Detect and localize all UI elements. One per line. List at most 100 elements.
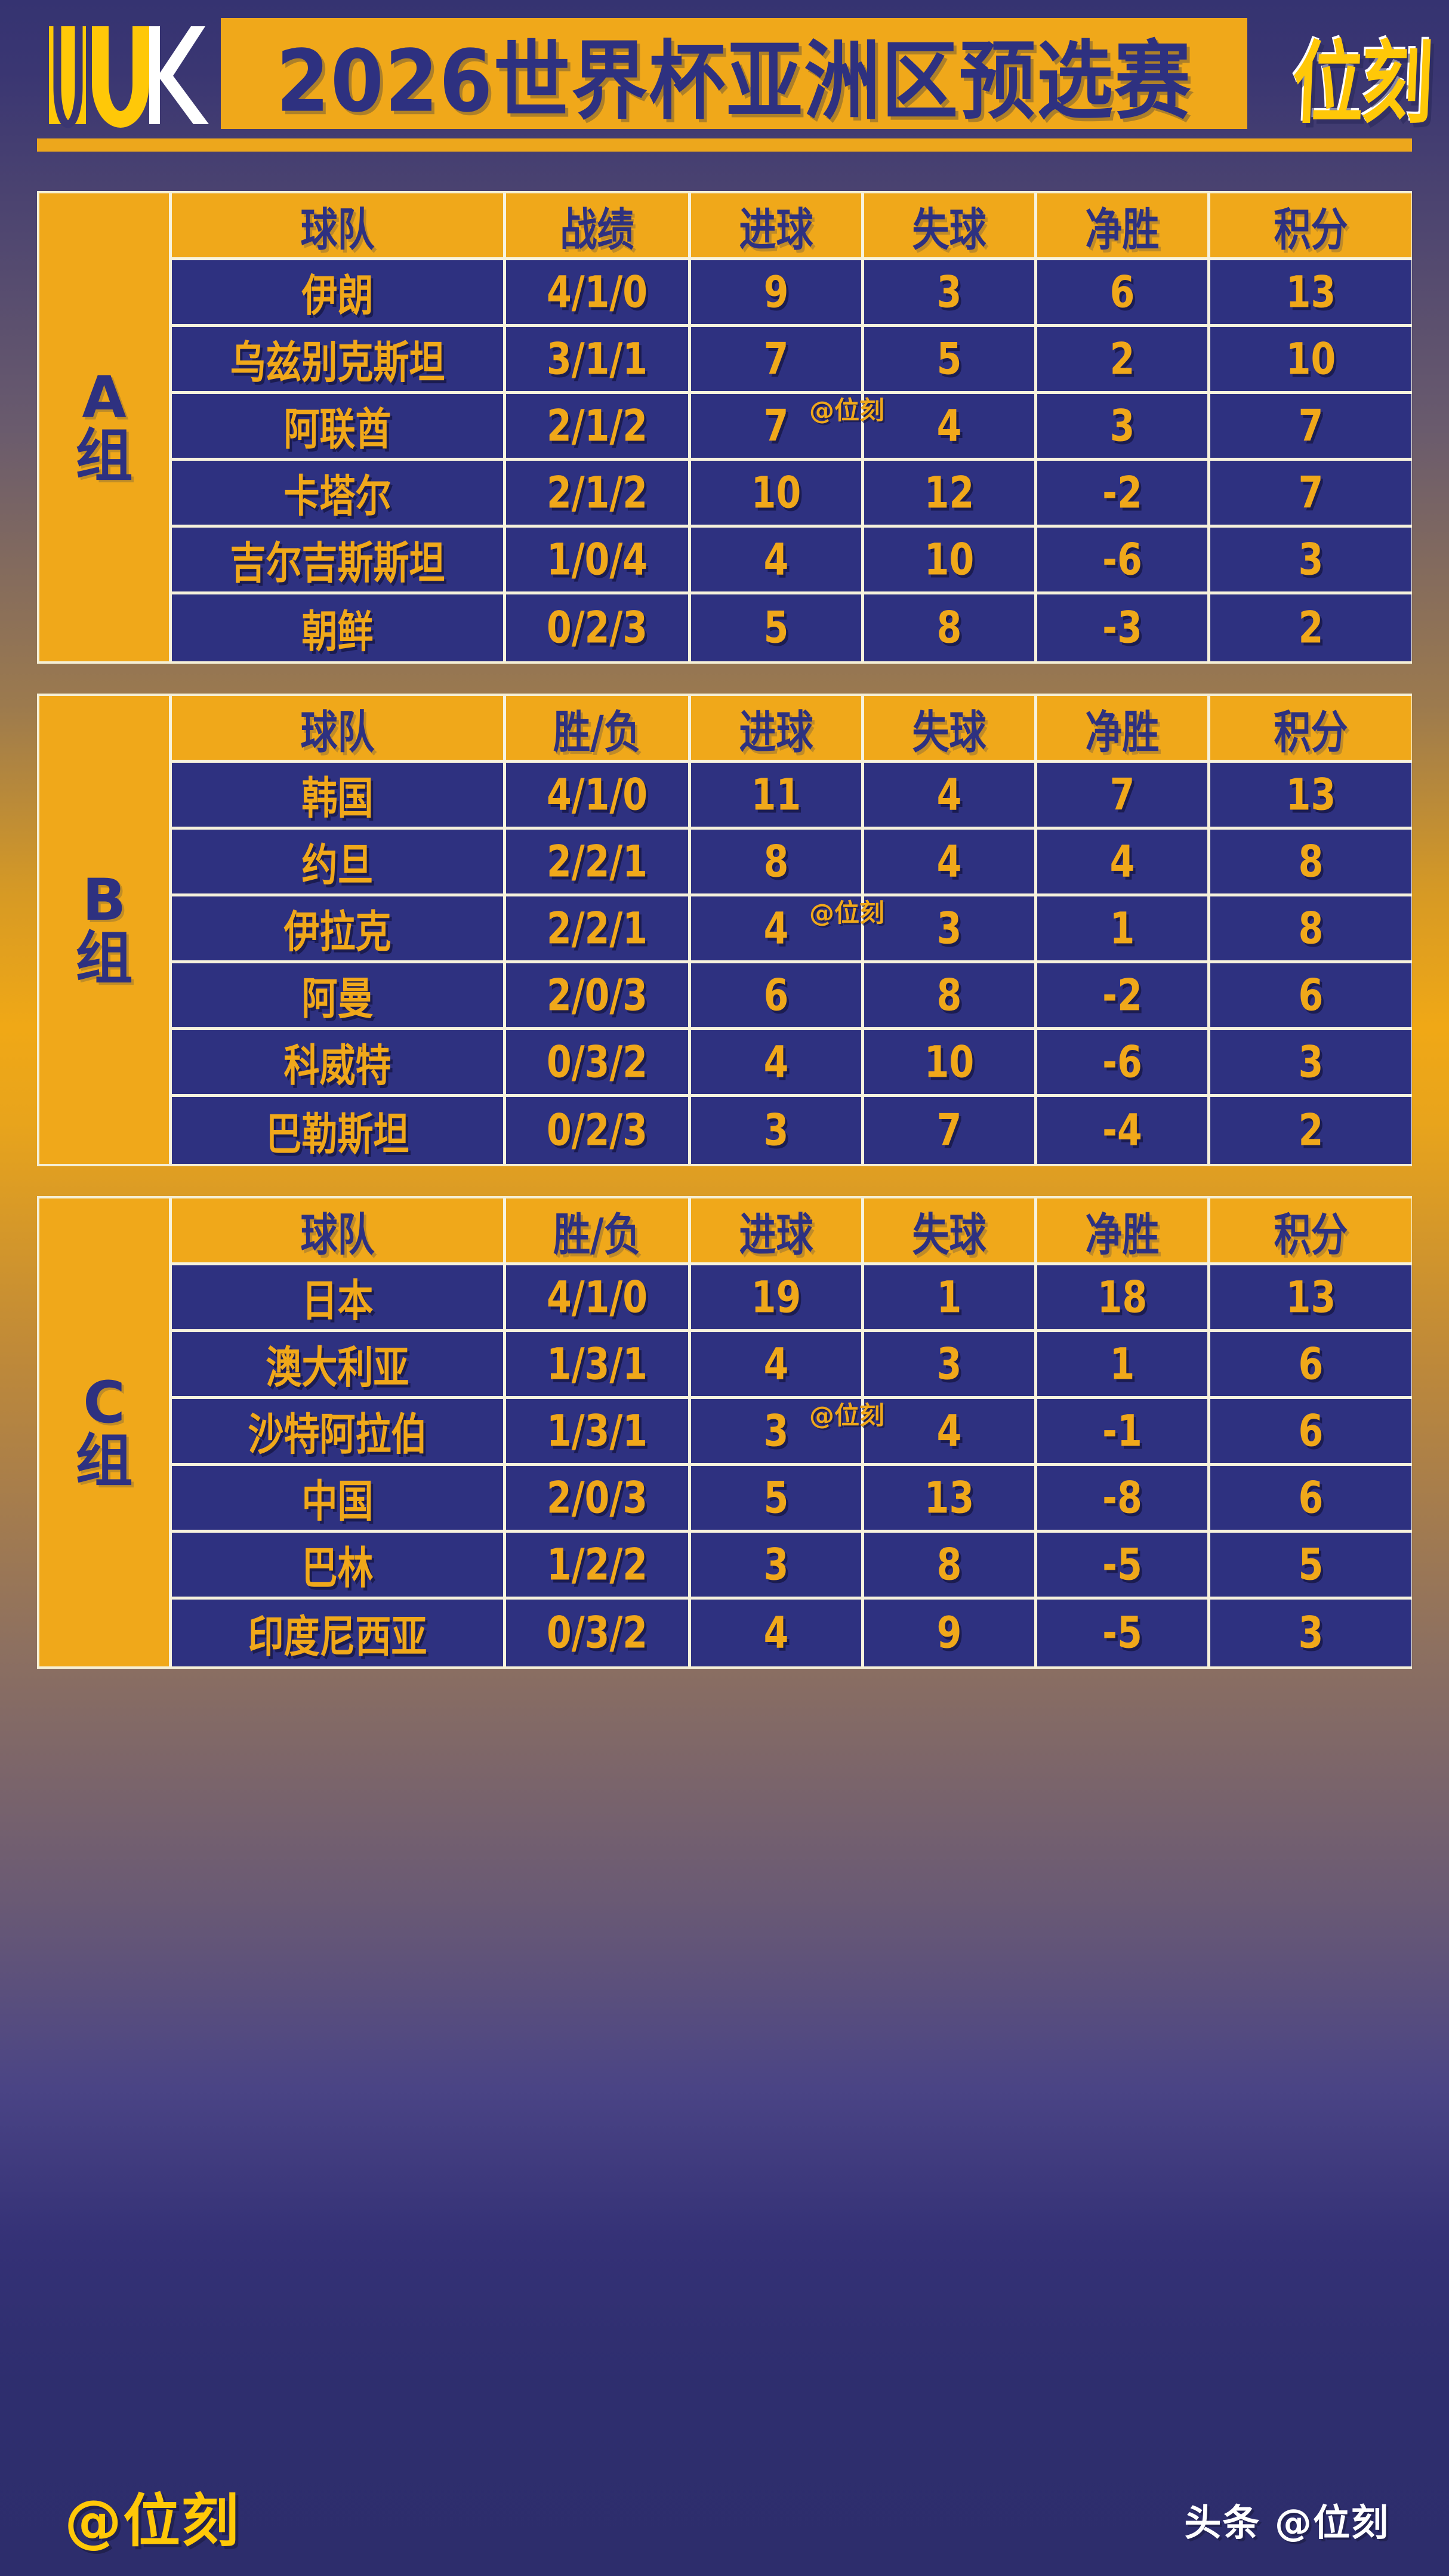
cell-value: 8 (763, 836, 789, 888)
table-row[interactable]: 日本 4/1/0 19 1 18 13 (172, 1265, 1411, 1332)
column-header-pts[interactable]: 积分 (1210, 1198, 1411, 1265)
cell-value: 2/1/2 (546, 467, 648, 519)
column-header-team[interactable]: 球队 (172, 1198, 506, 1265)
cell-team: 沙特阿拉伯 (172, 1399, 506, 1466)
cell-value: 5 (763, 602, 789, 654)
column-header-gf[interactable]: 进球 (691, 193, 864, 260)
group-table-b: B 组球队 胜/负 进球 失球 净胜 积分 韩国 4/1/0 11 4 7 13 约旦 2/2/1 8 4 4 8 伊… (37, 694, 1412, 1166)
cell-team: 约旦 (172, 830, 506, 896)
cell-value: 2/0/3 (546, 1472, 648, 1524)
cell-value: 3/1/1 (546, 333, 648, 385)
column-header-gd[interactable]: 净胜 (1037, 696, 1210, 763)
standings-grid: 球队 胜/负 进球 失球 净胜 积分 韩国 4/1/0 11 4 7 13 约旦 2/2/1 8 4 4 8 伊拉克… (172, 696, 1411, 1164)
table-row[interactable]: 巴勒斯坦 0/2/3 3 7 -4 2 (172, 1097, 1411, 1164)
table-row[interactable]: 中国 2/0/3 5 13 -8 6 (172, 1466, 1411, 1533)
column-header-gd[interactable]: 净胜 (1037, 1198, 1210, 1265)
cell-pts: 7 (1210, 394, 1411, 461)
cell-ga: 10 (864, 528, 1037, 594)
cell-pts: 6 (1210, 1466, 1411, 1533)
column-header-ga[interactable]: 失球 (864, 696, 1037, 763)
cell-team: 伊朗 (172, 260, 506, 327)
group-table-a: A 组 球队 战绩 进球 失球 净胜 积分 伊朗 4/1/0 9 3 6 13 乌兹别克斯坦 3/1/1 7 5 2… (37, 191, 1412, 664)
table-row[interactable]: 朝鲜 0/2/3 5 8 -3 2 (172, 594, 1411, 661)
cell-ga: 4 (864, 1399, 1037, 1466)
cell-gf: 5 (691, 1466, 864, 1533)
cell-team: 澳大利亚 (172, 1332, 506, 1399)
cell-team: 日本 (172, 1265, 506, 1332)
cell-gd: -2 (1037, 963, 1210, 1030)
column-header-gf[interactable]: 进球 (691, 696, 864, 763)
column-header-team[interactable]: 球队 (172, 193, 506, 260)
column-header-pts[interactable]: 积分 (1210, 696, 1411, 763)
cell-record: 0/3/2 (506, 1030, 691, 1097)
table-row[interactable]: 卡塔尔 2/1/2 10 12 -2 7 (172, 461, 1411, 528)
cell-record: 2/1/2 (506, 461, 691, 528)
cell-value: 4 (1109, 836, 1135, 888)
cell-value: 日本 (301, 1275, 374, 1327)
table-row[interactable]: 科威特 0/3/2 4 10 -6 3 (172, 1030, 1411, 1097)
cell-team: 阿联酋 (172, 394, 506, 461)
column-header-team[interactable]: 球队 (172, 696, 506, 763)
cell-ga: 4 (864, 830, 1037, 896)
cell-pts: 6 (1210, 963, 1411, 1030)
cell-value: 6 (1298, 1338, 1324, 1390)
table-row[interactable]: 巴林 1/2/2 3 8 -5 5 (172, 1533, 1411, 1600)
table-row[interactable]: 澳大利亚 1/3/1 4 3 1 6 (172, 1332, 1411, 1399)
cell-value: 朝鲜 (301, 606, 374, 658)
table-row[interactable]: 约旦 2/2/1 8 4 4 8 (172, 830, 1411, 896)
cell-ga: 8 (864, 963, 1037, 1030)
column-header-ga[interactable]: 失球 (864, 1198, 1037, 1265)
table-row[interactable]: 伊拉克 2/2/1 4 3 1 8 (172, 896, 1411, 963)
table-row[interactable]: 阿联酋 2/1/2 7 4 3 7 (172, 394, 1411, 461)
cell-value: -2 (1102, 467, 1142, 519)
column-header-label: 积分 (1274, 705, 1348, 759)
column-header-gd[interactable]: 净胜 (1037, 193, 1210, 260)
cell-pts: 2 (1210, 594, 1411, 661)
table-row[interactable]: 乌兹别克斯坦 3/1/1 7 5 2 10 (172, 327, 1411, 394)
column-header-pts[interactable]: 积分 (1210, 193, 1411, 260)
cell-value: 2/1/2 (546, 400, 648, 452)
cell-value: 3 (1298, 1607, 1324, 1659)
cell-value: 中国 (301, 1476, 374, 1527)
table-row[interactable]: 阿曼 2/0/3 6 8 -2 6 (172, 963, 1411, 1030)
cell-gf: 3 (691, 1399, 864, 1466)
cell-value: 韩国 (301, 773, 374, 824)
cell-pts: 6 (1210, 1399, 1411, 1466)
cell-value: 7 (936, 1105, 962, 1156)
table-row[interactable]: 沙特阿拉伯 1/3/1 3 4 -1 6 (172, 1399, 1411, 1466)
cell-value: 13 (1285, 769, 1336, 821)
cell-pts: 10 (1210, 327, 1411, 394)
cell-record: 4/1/0 (506, 1265, 691, 1332)
cell-value: 3 (1298, 534, 1324, 586)
cell-value: 10 (751, 467, 801, 519)
cell-value: 7 (763, 400, 789, 452)
cell-gf: 7 (691, 327, 864, 394)
cell-value: 沙特阿拉伯 (248, 1409, 427, 1460)
table-row[interactable]: 印度尼西亚 0/3/2 4 9 -5 3 (172, 1600, 1411, 1666)
column-header-ga[interactable]: 失球 (864, 193, 1037, 260)
column-header-record[interactable]: 胜/负 (506, 696, 691, 763)
cell-ga: 8 (864, 594, 1037, 661)
cell-value: 8 (1298, 902, 1324, 954)
cell-value: 8 (936, 969, 962, 1021)
table-row[interactable]: 伊朗 4/1/0 9 3 6 13 (172, 260, 1411, 327)
cell-gd: -6 (1037, 1030, 1210, 1097)
cell-value: 2/2/1 (546, 902, 648, 954)
cell-value: 13 (1285, 1271, 1336, 1323)
cell-record: 0/2/3 (506, 594, 691, 661)
table-row[interactable]: 吉尔吉斯斯坦 1/0/4 4 10 -6 3 (172, 528, 1411, 594)
table-row[interactable]: 韩国 4/1/0 11 4 7 13 (172, 763, 1411, 830)
column-header-gf[interactable]: 进球 (691, 1198, 864, 1265)
cell-gf: 7 (691, 394, 864, 461)
column-header-record[interactable]: 胜/负 (506, 1198, 691, 1265)
cell-ga: 12 (864, 461, 1037, 528)
column-header-record[interactable]: 战绩 (506, 193, 691, 260)
column-header-label: 战绩 (560, 202, 634, 256)
cell-record: 1/0/4 (506, 528, 691, 594)
cell-value: 3 (936, 1338, 962, 1390)
cell-value: 4 (763, 534, 789, 586)
group-word: 组 (75, 423, 133, 489)
